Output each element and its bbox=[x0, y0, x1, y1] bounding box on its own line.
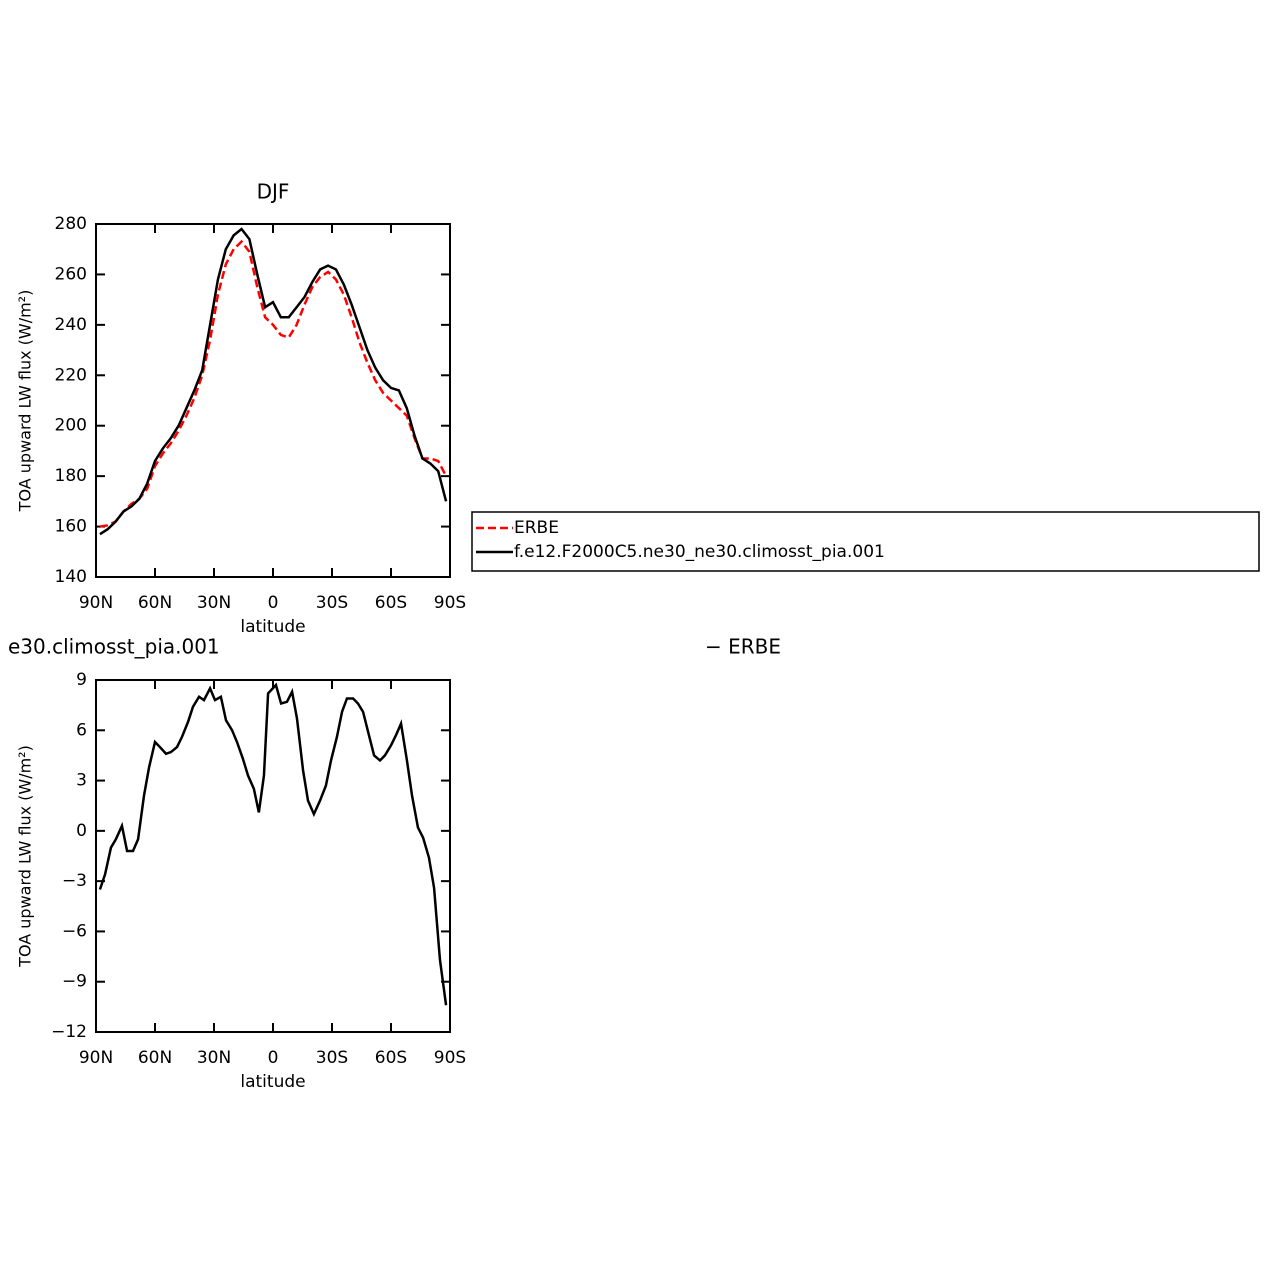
x-tick-label: 30N bbox=[197, 1048, 231, 1068]
y-axis-label: TOA upward LW flux (W/m²) bbox=[16, 290, 35, 513]
y-tick-label: 160 bbox=[55, 517, 87, 537]
y-tick-label: 3 bbox=[76, 771, 87, 791]
x-tick-label: 90N bbox=[79, 593, 113, 613]
chart-title: e30.climosst_pia.001 bbox=[8, 635, 220, 659]
x-tick-label: 30S bbox=[316, 593, 348, 613]
x-axis-label: latitude bbox=[240, 617, 305, 637]
y-tick-label: −9 bbox=[62, 972, 87, 992]
x-tick-label: 0 bbox=[268, 593, 279, 613]
plot-frame bbox=[95, 223, 451, 578]
x-tick-label: 60S bbox=[375, 593, 407, 613]
y-tick-label: 260 bbox=[55, 264, 87, 284]
x-tick-label: 30N bbox=[197, 593, 231, 613]
y-tick-label: 280 bbox=[55, 214, 87, 234]
y-tick-label: −12 bbox=[51, 1022, 87, 1042]
x-tick-label: 90N bbox=[79, 1048, 113, 1068]
y-tick-label: 0 bbox=[76, 821, 87, 841]
chart-title: − ERBE bbox=[705, 635, 781, 659]
x-tick-label: 90S bbox=[434, 593, 466, 613]
y-tick-label: 240 bbox=[55, 315, 87, 335]
y-tick-label: −6 bbox=[62, 921, 87, 941]
x-tick-label: 60N bbox=[138, 593, 172, 613]
x-tick-label: 60S bbox=[375, 1048, 407, 1068]
plot-frame bbox=[95, 679, 451, 1033]
x-tick-label: 0 bbox=[268, 1048, 279, 1068]
y-tick-label: −3 bbox=[62, 871, 87, 891]
y-tick-label: 9 bbox=[76, 670, 87, 690]
y-tick-label: 180 bbox=[55, 466, 87, 486]
x-tick-label: 90S bbox=[434, 1048, 466, 1068]
data-line bbox=[98, 682, 448, 1006]
y-tick-label: 200 bbox=[55, 416, 87, 436]
x-tick-label: 30S bbox=[316, 1048, 348, 1068]
legend-label: f.e12.F2000C5.ne30_ne30.climosst_pia.001 bbox=[514, 542, 885, 562]
legend-box bbox=[471, 511, 1260, 572]
x-tick-label: 60N bbox=[138, 1048, 172, 1068]
y-tick-label: 140 bbox=[55, 567, 87, 587]
y-tick-label: 220 bbox=[55, 365, 87, 385]
y-axis-label: TOA upward LW flux (W/m²) bbox=[16, 745, 35, 968]
chart-title: DJF bbox=[257, 180, 290, 204]
x-axis-label: latitude bbox=[240, 1072, 305, 1092]
legend-label: ERBE bbox=[514, 518, 559, 538]
y-tick-label: 6 bbox=[76, 720, 87, 740]
data-line bbox=[99, 227, 448, 536]
data-line bbox=[99, 239, 448, 528]
